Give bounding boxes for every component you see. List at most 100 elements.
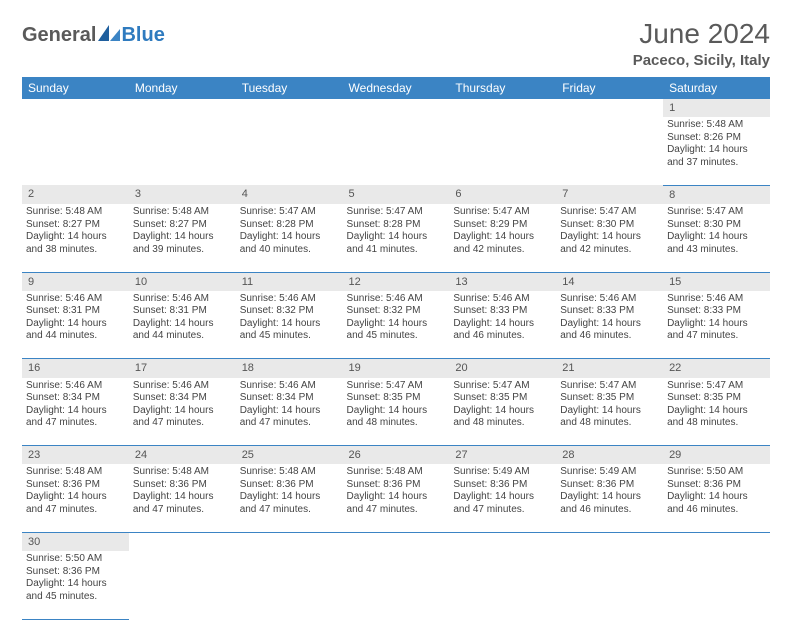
daylight-text: Daylight: 14 hours: [667, 405, 766, 418]
weekday-header: Sunday: [22, 77, 129, 99]
day-detail-cell: Sunrise: 5:46 AMSunset: 8:34 PMDaylight:…: [22, 378, 129, 446]
weekday-header: Saturday: [663, 77, 770, 99]
daylight-text: and 42 minutes.: [560, 244, 659, 257]
sunset-text: Sunset: 8:35 PM: [347, 392, 446, 405]
sunset-text: Sunset: 8:28 PM: [240, 219, 339, 232]
page-subtitle: Paceco, Sicily, Italy: [633, 52, 770, 69]
daylight-text: Daylight: 14 hours: [26, 578, 125, 591]
sunset-text: Sunset: 8:30 PM: [560, 219, 659, 232]
sunset-text: Sunset: 8:31 PM: [133, 305, 232, 318]
day-detail-cell: Sunrise: 5:47 AMSunset: 8:30 PMDaylight:…: [663, 204, 770, 272]
sunset-text: Sunset: 8:32 PM: [240, 305, 339, 318]
sunset-text: Sunset: 8:34 PM: [26, 392, 125, 405]
calendar-table: Sunday Monday Tuesday Wednesday Thursday…: [22, 77, 770, 620]
day-detail-cell: Sunrise: 5:47 AMSunset: 8:35 PMDaylight:…: [343, 378, 450, 446]
daylight-text: and 46 minutes.: [667, 504, 766, 517]
sunset-text: Sunset: 8:27 PM: [133, 219, 232, 232]
daylight-text: and 41 minutes.: [347, 244, 446, 257]
day-detail-cell: Sunrise: 5:48 AMSunset: 8:36 PMDaylight:…: [129, 464, 236, 532]
sunrise-text: Sunrise: 5:47 AM: [347, 206, 446, 219]
daylight-text: and 37 minutes.: [667, 157, 766, 170]
day-detail-cell: Sunrise: 5:46 AMSunset: 8:33 PMDaylight:…: [556, 291, 663, 359]
day-number-cell: [556, 532, 663, 551]
daylight-text: Daylight: 14 hours: [560, 491, 659, 504]
day-number-cell: [236, 99, 343, 117]
day-detail-cell: [129, 551, 236, 619]
page-title: June 2024: [633, 18, 770, 50]
day-number-cell: 15: [663, 272, 770, 291]
day-number-cell: 10: [129, 272, 236, 291]
day-detail-cell: [663, 551, 770, 619]
sunrise-text: Sunrise: 5:46 AM: [133, 380, 232, 393]
sunrise-text: Sunrise: 5:47 AM: [667, 206, 766, 219]
day-detail-cell: Sunrise: 5:48 AMSunset: 8:27 PMDaylight:…: [22, 204, 129, 272]
sunrise-text: Sunrise: 5:48 AM: [133, 466, 232, 479]
day-number-row: 30: [22, 532, 770, 551]
sunset-text: Sunset: 8:35 PM: [453, 392, 552, 405]
sunset-text: Sunset: 8:26 PM: [667, 132, 766, 145]
daylight-text: Daylight: 14 hours: [560, 405, 659, 418]
sunrise-text: Sunrise: 5:46 AM: [560, 293, 659, 306]
day-detail-cell: Sunrise: 5:46 AMSunset: 8:31 PMDaylight:…: [129, 291, 236, 359]
day-detail-cell: [236, 117, 343, 185]
daylight-text: and 46 minutes.: [453, 330, 552, 343]
sunrise-text: Sunrise: 5:46 AM: [240, 380, 339, 393]
sunrise-text: Sunrise: 5:48 AM: [26, 206, 125, 219]
sunrise-text: Sunrise: 5:46 AM: [26, 380, 125, 393]
sunset-text: Sunset: 8:27 PM: [26, 219, 125, 232]
day-detail-cell: Sunrise: 5:48 AMSunset: 8:36 PMDaylight:…: [22, 464, 129, 532]
sunset-text: Sunset: 8:30 PM: [667, 219, 766, 232]
day-number-row: 9101112131415: [22, 272, 770, 291]
weekday-header: Wednesday: [343, 77, 450, 99]
daylight-text: Daylight: 14 hours: [26, 405, 125, 418]
day-detail-row: Sunrise: 5:50 AMSunset: 8:36 PMDaylight:…: [22, 551, 770, 619]
weekday-header: Friday: [556, 77, 663, 99]
daylight-text: Daylight: 14 hours: [347, 491, 446, 504]
calendar-header-row: Sunday Monday Tuesday Wednesday Thursday…: [22, 77, 770, 99]
day-detail-cell: [236, 551, 343, 619]
daylight-text: and 48 minutes.: [560, 417, 659, 430]
sunrise-text: Sunrise: 5:47 AM: [453, 380, 552, 393]
day-number-row: 1: [22, 99, 770, 117]
daylight-text: Daylight: 14 hours: [453, 318, 552, 331]
daylight-text: and 38 minutes.: [26, 244, 125, 257]
sunrise-text: Sunrise: 5:47 AM: [560, 380, 659, 393]
day-detail-cell: Sunrise: 5:47 AMSunset: 8:28 PMDaylight:…: [343, 204, 450, 272]
daylight-text: Daylight: 14 hours: [560, 231, 659, 244]
day-number-row: 2345678: [22, 185, 770, 204]
sunrise-text: Sunrise: 5:46 AM: [26, 293, 125, 306]
daylight-text: Daylight: 14 hours: [453, 231, 552, 244]
daylight-text: Daylight: 14 hours: [347, 405, 446, 418]
day-detail-cell: Sunrise: 5:47 AMSunset: 8:28 PMDaylight:…: [236, 204, 343, 272]
sunrise-text: Sunrise: 5:48 AM: [26, 466, 125, 479]
day-number-cell: 6: [449, 185, 556, 204]
weekday-header: Thursday: [449, 77, 556, 99]
sunset-text: Sunset: 8:35 PM: [560, 392, 659, 405]
day-number-cell: 24: [129, 446, 236, 465]
day-detail-cell: Sunrise: 5:47 AMSunset: 8:35 PMDaylight:…: [556, 378, 663, 446]
day-number-cell: 18: [236, 359, 343, 378]
daylight-text: Daylight: 14 hours: [133, 318, 232, 331]
day-detail-cell: Sunrise: 5:49 AMSunset: 8:36 PMDaylight:…: [556, 464, 663, 532]
daylight-text: and 47 minutes.: [347, 504, 446, 517]
day-detail-cell: [556, 551, 663, 619]
daylight-text: and 43 minutes.: [667, 244, 766, 257]
daylight-text: Daylight: 14 hours: [667, 231, 766, 244]
sunset-text: Sunset: 8:33 PM: [453, 305, 552, 318]
sunrise-text: Sunrise: 5:48 AM: [347, 466, 446, 479]
day-detail-cell: Sunrise: 5:46 AMSunset: 8:32 PMDaylight:…: [343, 291, 450, 359]
sunset-text: Sunset: 8:36 PM: [667, 479, 766, 492]
day-number-row: 16171819202122: [22, 359, 770, 378]
day-number-cell: 26: [343, 446, 450, 465]
day-detail-cell: [22, 117, 129, 185]
day-number-cell: 4: [236, 185, 343, 204]
day-number-cell: 20: [449, 359, 556, 378]
day-number-row: 23242526272829: [22, 446, 770, 465]
day-detail-cell: [449, 117, 556, 185]
sunset-text: Sunset: 8:33 PM: [667, 305, 766, 318]
daylight-text: Daylight: 14 hours: [240, 491, 339, 504]
daylight-text: and 45 minutes.: [347, 330, 446, 343]
day-number-cell: 22: [663, 359, 770, 378]
day-detail-cell: Sunrise: 5:46 AMSunset: 8:34 PMDaylight:…: [236, 378, 343, 446]
day-detail-cell: Sunrise: 5:48 AMSunset: 8:36 PMDaylight:…: [236, 464, 343, 532]
